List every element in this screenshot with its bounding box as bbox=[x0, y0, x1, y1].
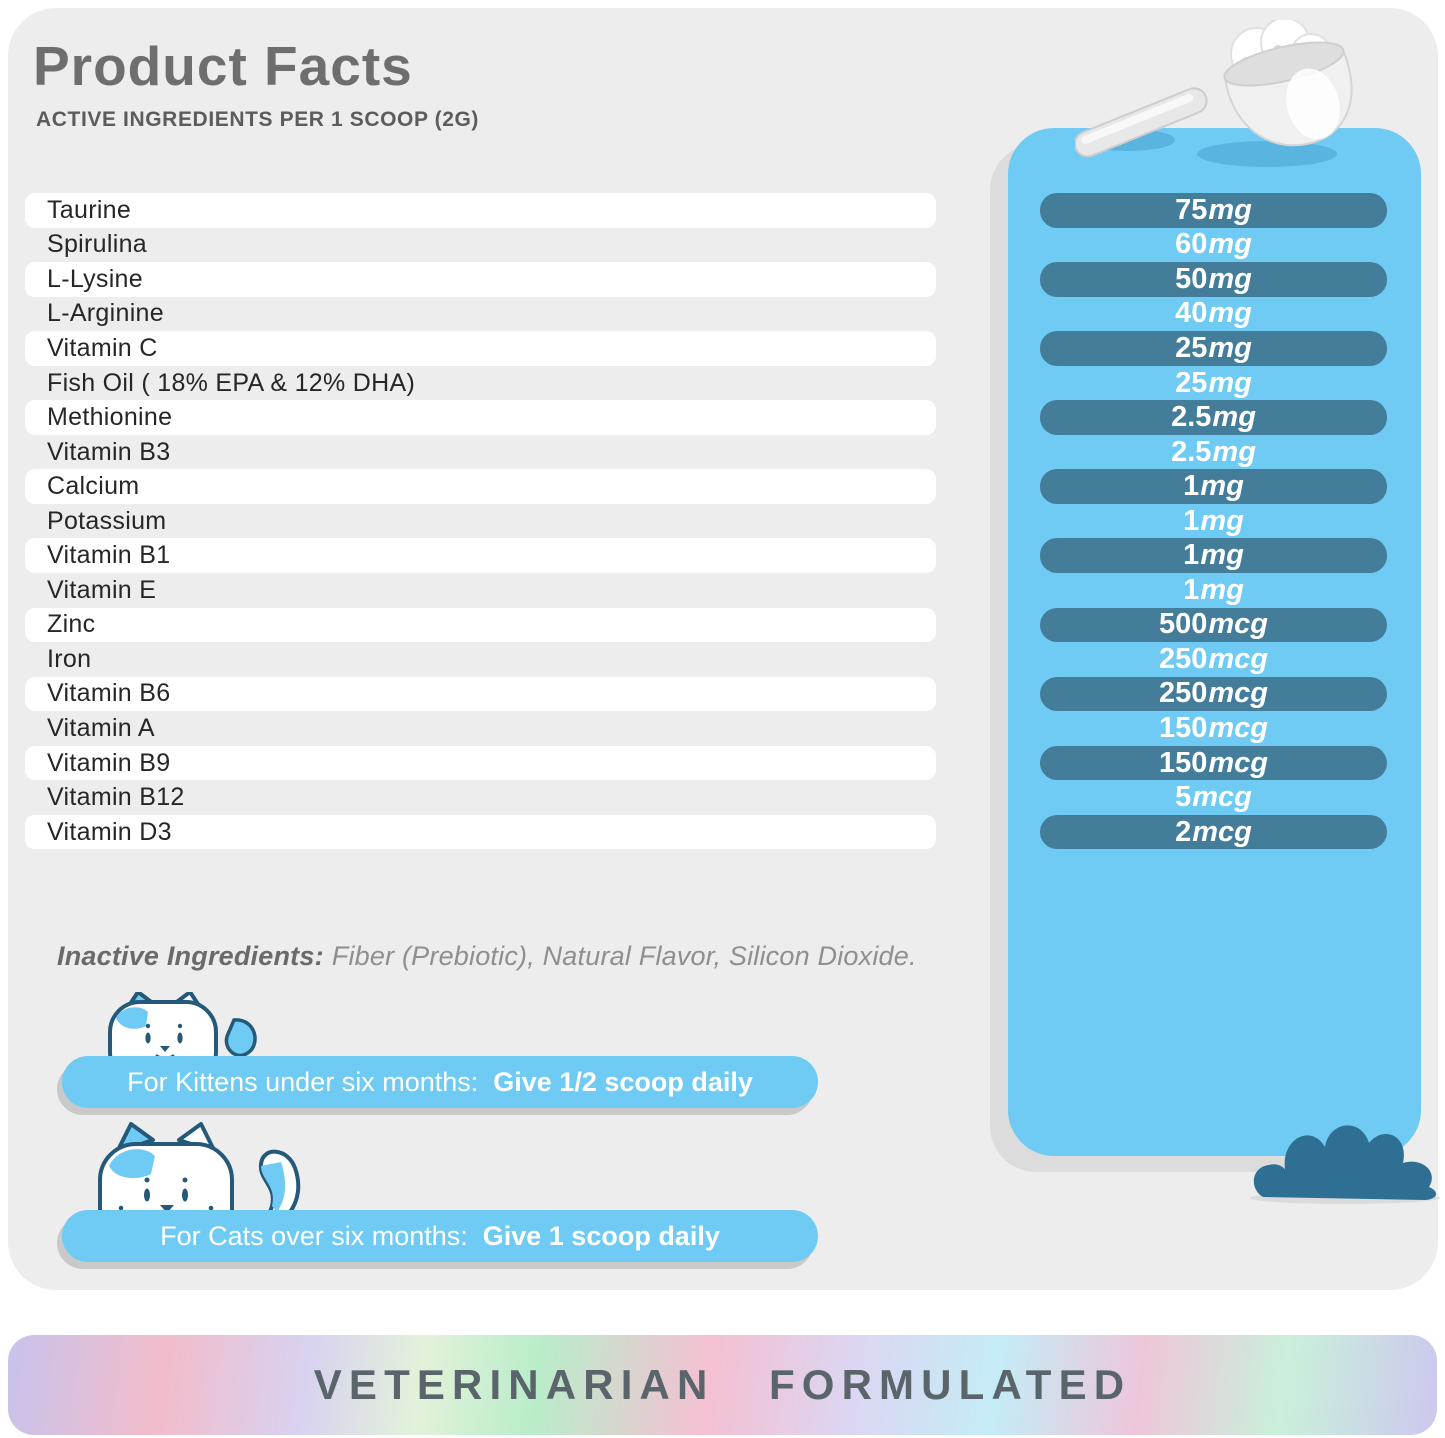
ingredient-amount-row: 1 mg bbox=[1040, 469, 1387, 504]
kitten-dosage-bar: For Kittens under six months: Give 1/2 s… bbox=[62, 1056, 818, 1108]
ingredient-row: L-Lysine bbox=[25, 262, 936, 297]
ingredient-row: Vitamin E bbox=[47, 575, 157, 604]
bush-icon bbox=[1250, 1125, 1440, 1204]
ingredient-amount-row: 1 mg bbox=[1183, 504, 1244, 537]
ingredient-row: Vitamin C bbox=[25, 331, 936, 366]
ingredient-row: Vitamin B6 bbox=[25, 676, 936, 712]
inactive-ingredients: Inactive Ingredients: Fiber (Prebiotic), … bbox=[57, 941, 917, 972]
cat-dosage-instruction: Give 1 scoop daily bbox=[482, 1220, 720, 1251]
inactive-ingredients-label: Inactive Ingredients: bbox=[57, 941, 324, 971]
ingredient-row: Zinc bbox=[25, 607, 936, 643]
ingredient-row: Iron bbox=[47, 644, 92, 673]
ingredient-amount-row: 500 mcg bbox=[1040, 607, 1387, 643]
ingredient-amount-row: 2.5 mg bbox=[1040, 400, 1387, 435]
ingredient-row: Fish Oil ( 18% EPA & 12% DHA) bbox=[47, 368, 416, 397]
page-subtitle: ACTIVE INGREDIENTS PER 1 SCOOP (2G) bbox=[36, 108, 480, 131]
veterinarian-banner-text: VETERINARIAN FORMULATED bbox=[313, 1361, 1132, 1408]
ingredient-amount-row: 25 mg bbox=[1175, 366, 1252, 399]
cat-dosage-prefix: For Cats over six months: bbox=[160, 1220, 468, 1251]
ingredient-row: Vitamin B1 bbox=[25, 538, 936, 574]
ingredient-amount-row: 40 mg bbox=[1175, 297, 1252, 330]
ingredient-amount-row: 2 mcg bbox=[1040, 814, 1387, 850]
ingredient-row: Potassium bbox=[47, 506, 167, 535]
ingredient-amount-row: 150 mcg bbox=[1158, 711, 1269, 744]
inactive-ingredients-text: Fiber (Prebiotic), Natural Flavor, Silic… bbox=[331, 941, 917, 971]
ingredient-row: Calcium bbox=[25, 469, 936, 504]
kitten-dosage-instruction: Give 1/2 scoop daily bbox=[493, 1066, 753, 1097]
ingredient-amount-row: 60 mg bbox=[1175, 228, 1252, 261]
ingredient-name-column: Taurine Spirulina L-Lysine L-Arginine Vitami… bbox=[25, 193, 936, 850]
ingredient-amount-row: 1 mg bbox=[1040, 538, 1387, 574]
ingredient-row: L-Arginine bbox=[47, 299, 164, 328]
ingredient-amount-row: 75 mg bbox=[1040, 193, 1387, 228]
ingredient-amount-row: 5 mcg bbox=[1175, 781, 1252, 814]
ingredient-row: Spirulina bbox=[47, 230, 147, 259]
ingredient-amount-row: 250 mcg bbox=[1158, 642, 1269, 675]
ingredient-amount-row: 1 mg bbox=[1183, 573, 1244, 606]
ingredient-row: Methionine bbox=[25, 400, 936, 435]
ingredient-amount-row: 250 mcg bbox=[1040, 676, 1387, 712]
ingredient-row: Vitamin B3 bbox=[47, 437, 171, 466]
ingredient-row: Taurine bbox=[25, 193, 936, 228]
page-title: Product Facts bbox=[33, 35, 413, 97]
ingredient-amount-column: 75 mg 60 mg 50 mg 40 mg 25 mg 25 mg 2.5 mg 2.5 mg 1 mg 1 mg… bbox=[1040, 193, 1387, 850]
ingredient-amount-row: 50 mg bbox=[1040, 262, 1387, 297]
ingredient-amount-row: 2.5 mg bbox=[1171, 435, 1256, 468]
ingredient-amount-row: 25 mg bbox=[1040, 331, 1387, 366]
veterinarian-banner: VETERINARIAN FORMULATED bbox=[8, 1335, 1437, 1435]
ingredient-amount-row: 150 mcg bbox=[1040, 745, 1387, 781]
scoop-icon bbox=[1075, 20, 1353, 167]
ingredient-row: Vitamin B9 bbox=[25, 745, 936, 781]
ingredient-row: Vitamin B12 bbox=[47, 783, 185, 812]
ingredient-row: Vitamin A bbox=[47, 713, 155, 742]
kitten-dosage-prefix: For Kittens under six months: bbox=[127, 1066, 479, 1097]
cat-dosage-bar: For Cats over six months: Give 1 scoop d… bbox=[62, 1210, 818, 1262]
ingredient-row: Vitamin D3 bbox=[25, 814, 936, 850]
